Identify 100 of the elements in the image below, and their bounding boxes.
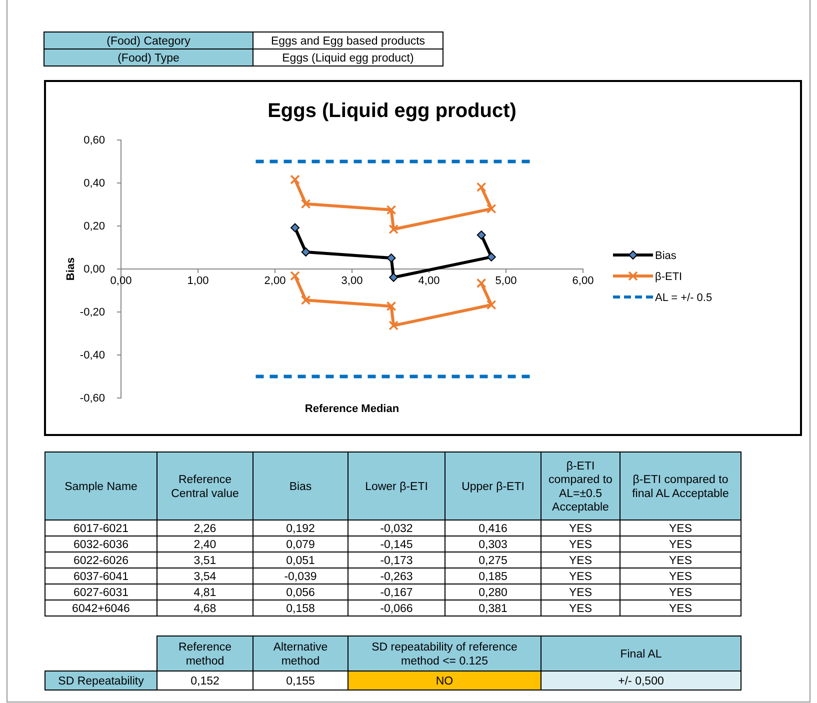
point bbox=[386, 301, 396, 312]
text: 0,280 bbox=[478, 587, 508, 600]
text: 0,056 bbox=[286, 587, 315, 600]
text: YES bbox=[568, 603, 592, 616]
text: 0,155 bbox=[286, 676, 315, 688]
y-tick-label: -0,60 bbox=[80, 392, 105, 405]
text: +/- 0,500 bbox=[618, 676, 664, 688]
x-tick-label: 4,00 bbox=[418, 274, 440, 287]
text: 0,275 bbox=[478, 555, 508, 568]
text: 0,152 bbox=[190, 676, 220, 688]
point bbox=[476, 230, 486, 240]
point bbox=[300, 295, 311, 306]
category-label: β-ETI compared to AL=±0.5 Acceptable bbox=[548, 460, 612, 514]
text: 0,079 bbox=[286, 539, 315, 552]
text: 6042+6046 bbox=[72, 603, 130, 616]
chart-title: Eggs (Liquid egg product) bbox=[268, 100, 516, 122]
text: 0,051 bbox=[286, 555, 315, 568]
text: 6022-6026 bbox=[74, 555, 128, 568]
text: 2,26 bbox=[194, 523, 216, 536]
point bbox=[476, 182, 486, 192]
category-label: Alternative method bbox=[273, 642, 328, 668]
y-tick-label: -0,20 bbox=[80, 306, 105, 319]
point bbox=[386, 254, 396, 263]
text: 3,51 bbox=[194, 555, 216, 568]
point bbox=[389, 272, 398, 282]
text: YES bbox=[668, 539, 692, 552]
text: 4,81 bbox=[194, 587, 216, 600]
text: Eggs and Egg based products bbox=[270, 36, 426, 48]
category-label: Reference Central value bbox=[171, 474, 239, 500]
point bbox=[290, 270, 300, 281]
point bbox=[290, 223, 300, 232]
text: 0,381 bbox=[478, 603, 508, 616]
text: 3,54 bbox=[194, 571, 217, 584]
text: 0,185 bbox=[478, 571, 508, 584]
text: YES bbox=[668, 571, 692, 584]
text: YES bbox=[668, 523, 692, 536]
y-tick-label: -0,40 bbox=[80, 350, 105, 362]
category-label: Sample Name bbox=[64, 481, 138, 494]
x-tick-label: 5,00 bbox=[495, 274, 517, 287]
point bbox=[486, 252, 496, 262]
text: Eggs (Liquid egg product) bbox=[282, 52, 414, 65]
legend-label: Bias bbox=[655, 250, 677, 262]
text: 6037-6041 bbox=[74, 571, 128, 584]
y-tick-label: 0,20 bbox=[84, 220, 105, 233]
text: YES bbox=[568, 571, 592, 584]
point bbox=[300, 198, 311, 209]
text: -0,032 bbox=[380, 523, 413, 536]
text: (Food) Category bbox=[106, 36, 191, 48]
legend-label: AL = +/- 0.5 bbox=[655, 292, 712, 304]
x-tick-label: 1,00 bbox=[187, 274, 209, 287]
legend-label: β-ETI bbox=[655, 271, 682, 283]
text: YES bbox=[568, 587, 592, 600]
category-label: SD repeatability of reference method <= 0.125 bbox=[372, 642, 518, 668]
text: -0,039 bbox=[284, 571, 317, 584]
category-label: Upper β-ETI bbox=[462, 481, 524, 494]
text: 6027-6031 bbox=[74, 587, 128, 600]
x-tick-label: 0,00 bbox=[110, 274, 132, 287]
y-tick-label: 0,00 bbox=[84, 264, 105, 276]
category-label: Final AL bbox=[620, 648, 662, 661]
text: 2,40 bbox=[194, 539, 216, 552]
x-tick-label: 3,00 bbox=[341, 274, 363, 287]
text: -0,263 bbox=[380, 571, 413, 584]
x-tick-label: 6,00 bbox=[572, 274, 594, 287]
category-label: Reference method bbox=[178, 642, 232, 668]
point bbox=[476, 278, 486, 288]
text: YES bbox=[568, 539, 592, 552]
category-label: β-ETI compared to final AL Acceptable bbox=[632, 474, 729, 500]
x-axis-title: Reference Median bbox=[304, 403, 400, 415]
text: -0,066 bbox=[380, 603, 413, 616]
text: -0,145 bbox=[380, 539, 413, 552]
text: YES bbox=[668, 555, 692, 568]
text: -0,173 bbox=[380, 555, 413, 568]
text: SD Repeatability bbox=[58, 676, 144, 688]
text: 0,192 bbox=[286, 523, 315, 536]
point bbox=[388, 320, 398, 330]
x-tick-label: 2,00 bbox=[264, 274, 286, 287]
text: NO bbox=[436, 676, 454, 688]
point bbox=[388, 224, 398, 234]
text: YES bbox=[568, 555, 592, 568]
point bbox=[290, 174, 300, 184]
category-label: Lower β-ETI bbox=[365, 481, 428, 494]
text: 6017-6021 bbox=[74, 523, 128, 536]
text: (Food) Type bbox=[118, 52, 180, 65]
y-tick-label: 0,60 bbox=[84, 134, 105, 147]
point bbox=[486, 204, 496, 214]
text: 0,158 bbox=[286, 603, 315, 616]
text: YES bbox=[668, 603, 692, 616]
y-tick-label: 0,40 bbox=[84, 178, 105, 190]
point bbox=[386, 204, 396, 215]
point bbox=[486, 300, 496, 310]
text: -0,167 bbox=[380, 587, 413, 600]
y-axis-title: Bias bbox=[65, 257, 77, 281]
text: 6032-6036 bbox=[74, 539, 128, 552]
text: 4,68 bbox=[194, 603, 216, 616]
text: 0,303 bbox=[478, 539, 508, 552]
text: YES bbox=[568, 523, 592, 536]
point bbox=[301, 248, 310, 257]
text: YES bbox=[668, 587, 692, 600]
category-label: Bias bbox=[289, 481, 312, 494]
text: 0,416 bbox=[478, 523, 508, 536]
